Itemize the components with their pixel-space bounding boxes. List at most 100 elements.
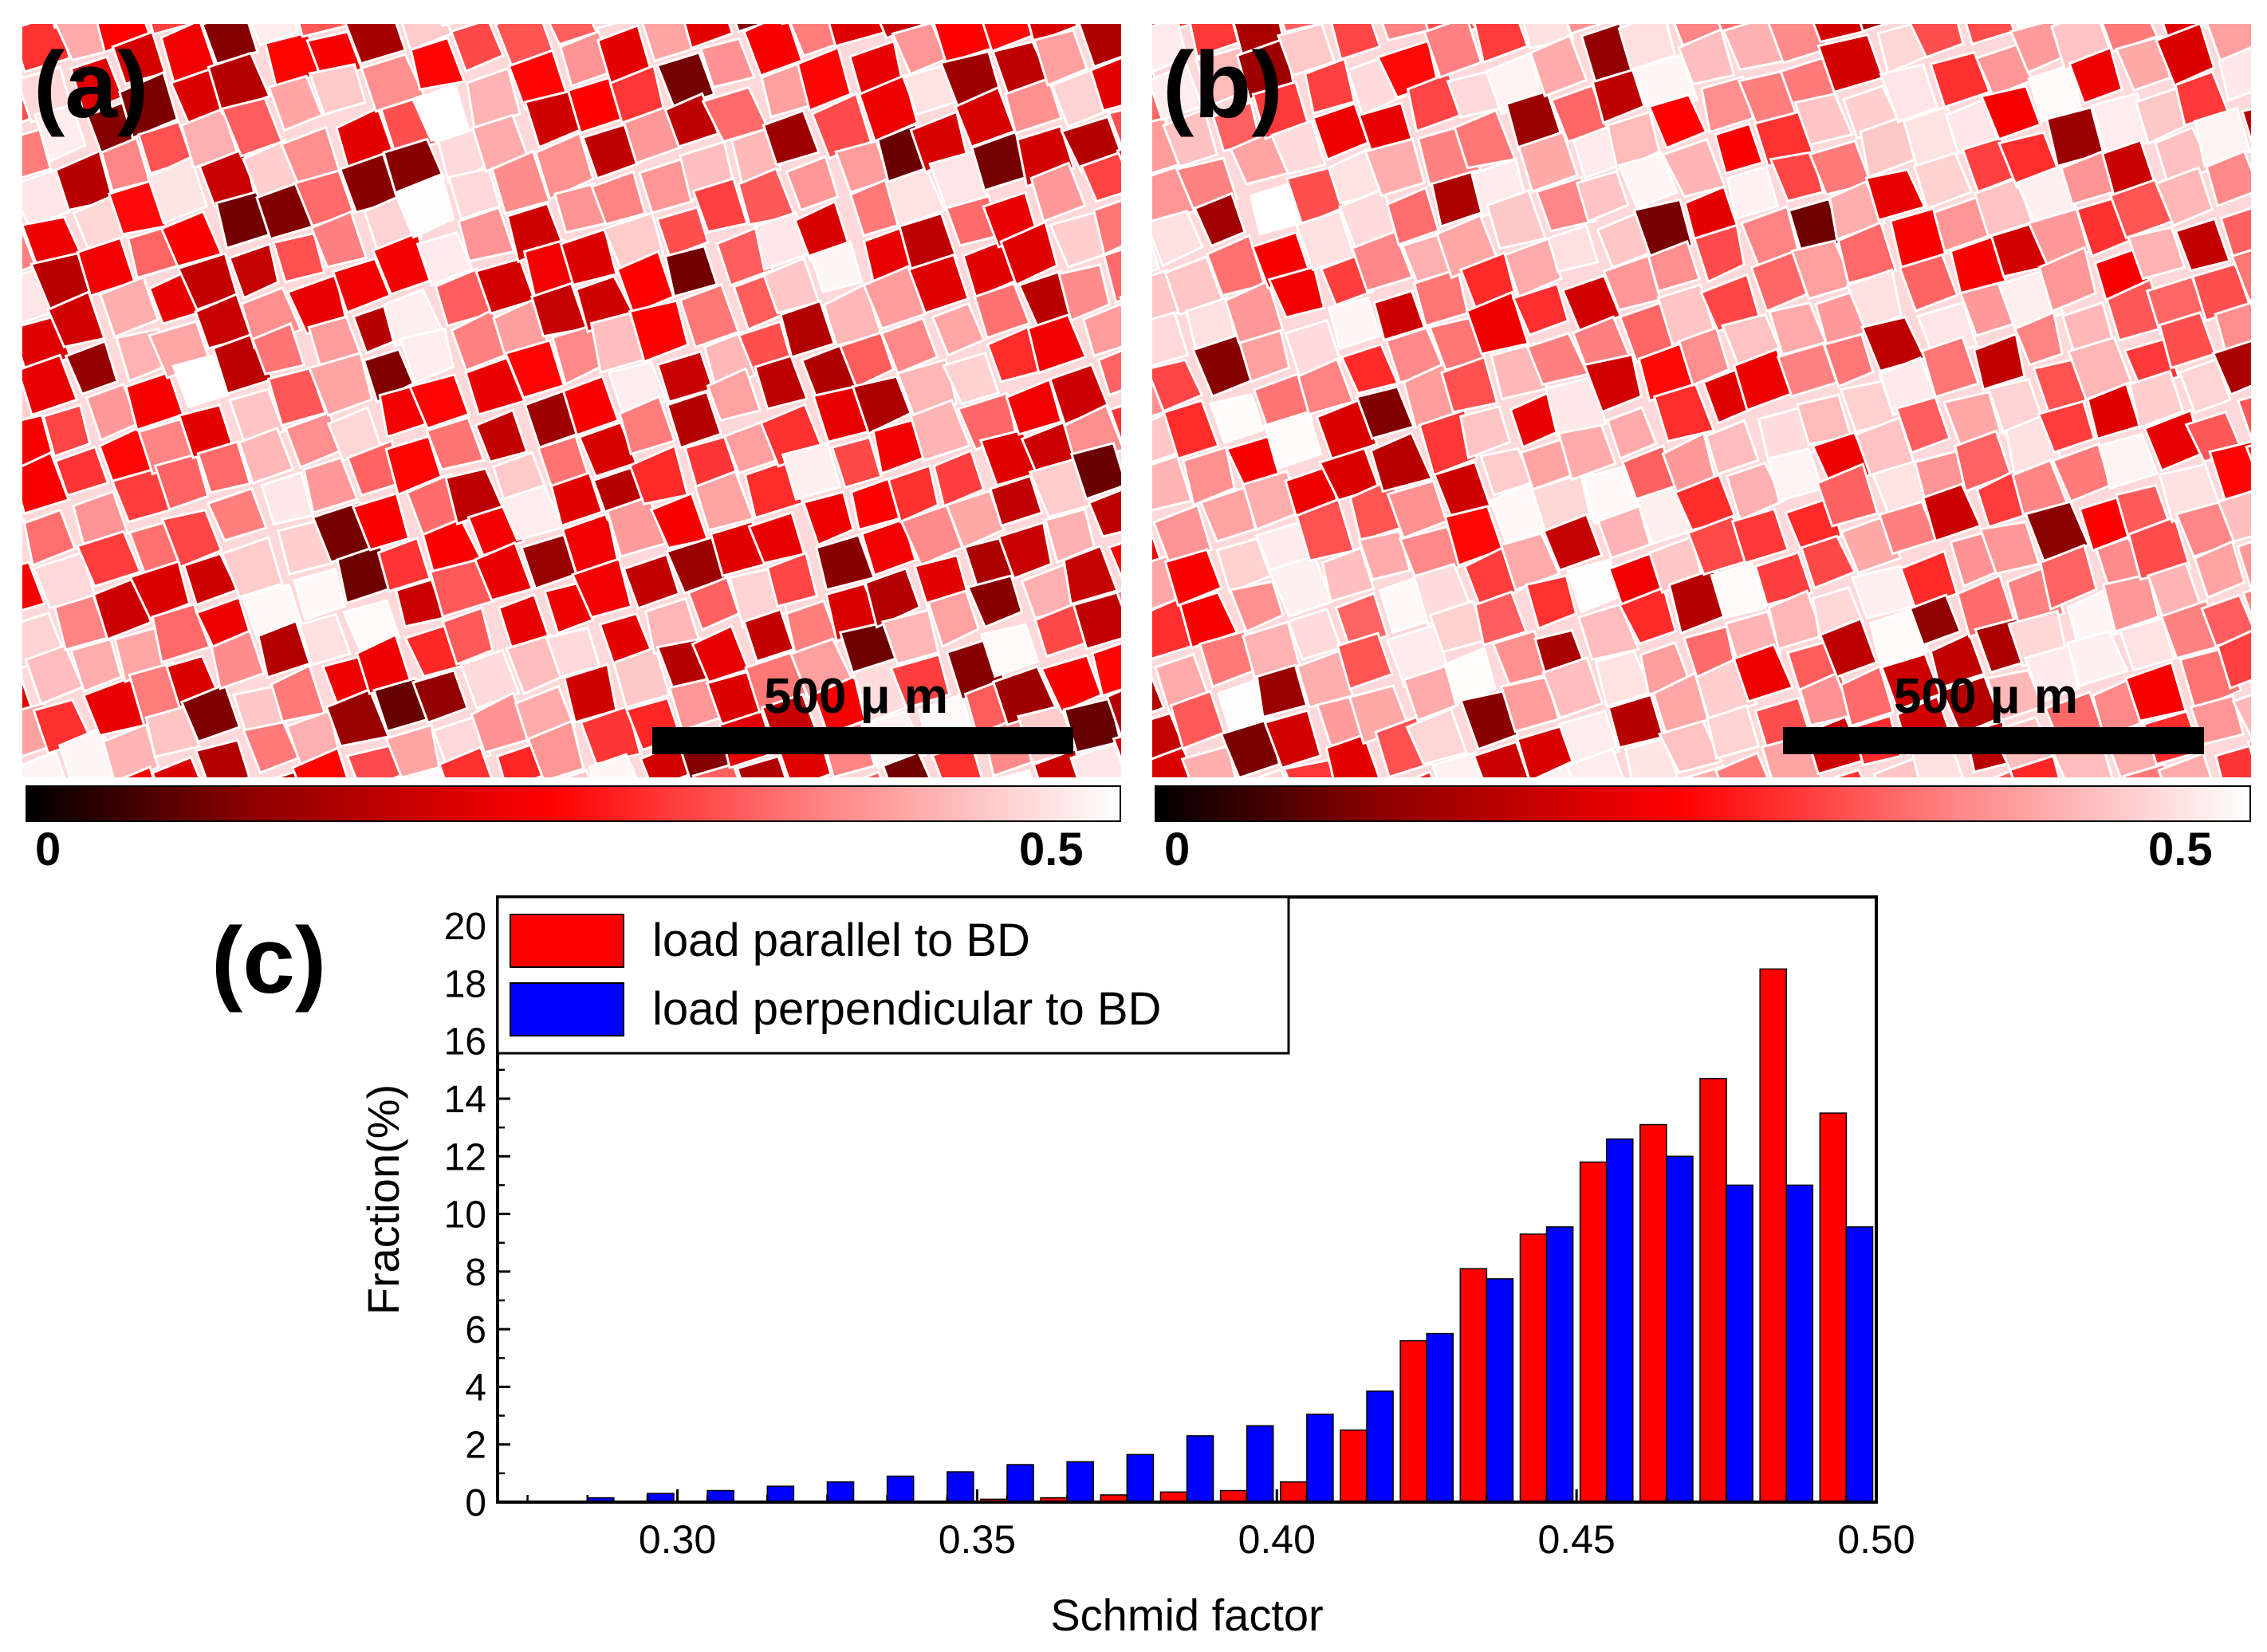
bar-perpendicular [886,1475,915,1503]
grain [2066,629,2129,687]
bar-parallel [1579,1161,1608,1503]
grain [1472,740,1530,777]
grain [22,508,77,568]
grain [392,774,401,777]
grain [206,486,268,542]
grain [2218,45,2251,103]
bar-parallel [1699,1077,1727,1503]
grain [1566,24,1605,35]
grain [1677,326,1731,387]
bar-parallel [1399,1339,1427,1503]
grain [809,240,864,293]
grain [1152,242,1161,273]
grain [663,244,719,298]
grain [880,608,940,666]
grain [973,281,1032,340]
grain [2245,444,2251,462]
bar-perpendicular [1486,1278,1514,1503]
grain [1922,482,1982,543]
grain [781,441,842,502]
grain [1087,488,1121,538]
grain [1092,199,1121,257]
grain [1405,707,1469,766]
grain [64,340,120,396]
x-tick-label: 0.45 [1537,1517,1615,1562]
grain [22,560,47,612]
grain [1364,137,1427,198]
grain [1267,265,1326,319]
grain [384,723,441,777]
bar-perpendicular [947,1471,974,1503]
grain [1898,253,1959,313]
bar-perpendicular [1426,1332,1454,1503]
grain [861,770,882,777]
grain [762,256,821,315]
grain [1517,130,1579,194]
grain [2193,540,2246,600]
grain [1525,332,1590,387]
grain [1081,302,1121,358]
grain [449,24,506,73]
grain [1767,589,1825,651]
x-tick-label: 0.40 [1238,1517,1316,1562]
grain [1033,29,1089,88]
grain [628,299,690,364]
grain [1732,643,1795,703]
legend-entry: load perpendicular to BD [652,983,1161,1035]
grain [1453,108,1517,170]
grain [1327,297,1382,351]
grain [2241,588,2251,619]
grain [290,746,348,777]
grain [1486,189,1548,250]
grain [1108,404,1121,445]
grain [1443,505,1505,568]
grain [1116,148,1121,163]
grain [1954,429,2013,494]
y-tick-label: 4 [465,1367,486,1409]
grain [1080,151,1121,203]
grain [830,435,883,490]
grain [989,474,1044,528]
grain [588,753,638,777]
grain [2128,369,2185,430]
grain [779,299,836,360]
grain [498,484,566,541]
grain [376,536,432,593]
grain [1189,24,1240,59]
grain [828,24,887,48]
schmid-factor-map-b [1152,24,2251,777]
grain [1840,664,1895,728]
grain [561,374,620,437]
grain [814,533,876,592]
grain [22,450,70,515]
grain [1978,520,2041,576]
grain [2230,249,2251,303]
grain [98,275,159,339]
grain [1115,589,1121,608]
grain [679,283,741,349]
grain [220,96,284,158]
grain [907,253,970,315]
grain [1583,353,1643,414]
grain [2231,694,2251,740]
grain [1193,191,1246,248]
grain [1879,63,1939,124]
grain [1575,170,1630,223]
grain [159,210,223,269]
grain [1546,223,1600,273]
grain [706,367,762,423]
bar-parallel [1219,1489,1248,1503]
grain [1263,709,1323,770]
grain [438,745,493,777]
grain [735,754,787,777]
grain [1606,406,1659,460]
grain [76,236,136,297]
grain [1320,546,1376,603]
grain [1816,462,1879,528]
y-tick-label: 12 [444,1136,486,1178]
grain [297,24,350,38]
legend-box [496,895,1290,1055]
grain [2240,108,2251,144]
y-tick-label: 14 [444,1079,486,1121]
grain [2211,339,2251,396]
